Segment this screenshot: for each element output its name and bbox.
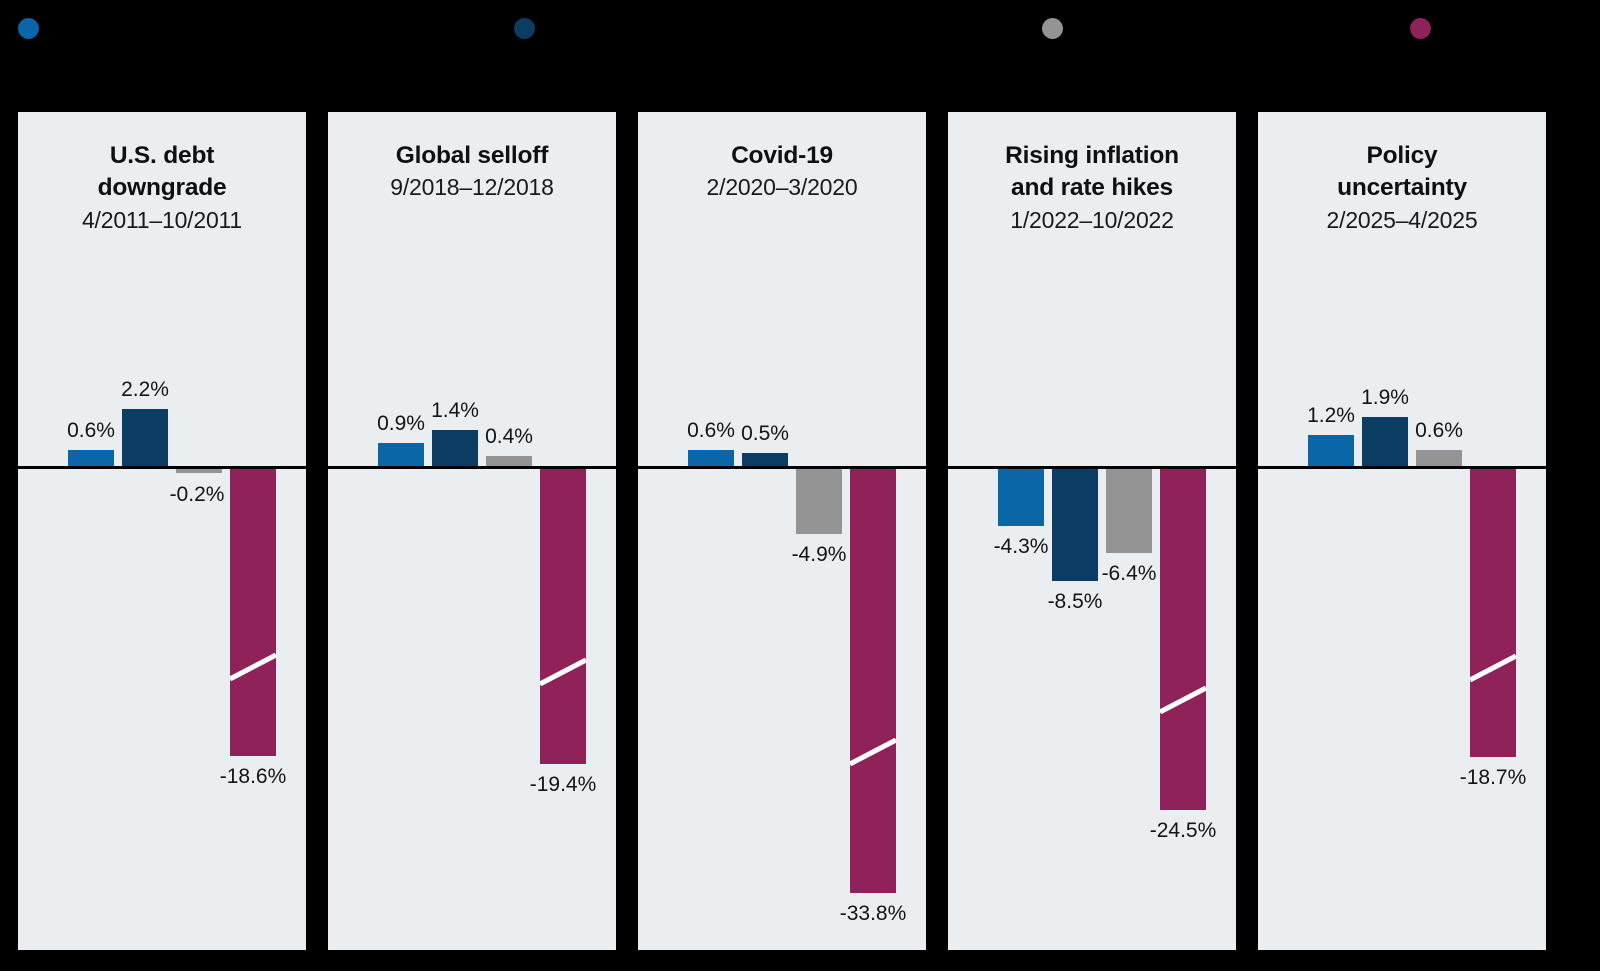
bar-series-2[interactable]	[1362, 416, 1408, 466]
panel-plot-area: 0.6% 0.5% -4.9% -33.8%	[638, 112, 926, 950]
bar-series-2[interactable]	[432, 429, 478, 466]
bar-series-4[interactable]	[850, 469, 896, 894]
panel-subtitle: 4/2011–10/2011	[81, 206, 243, 233]
panel-plot-area: 0.9% 1.4% 0.4% -19.4%	[328, 112, 616, 950]
bar-series-1[interactable]	[68, 450, 114, 466]
bar-value-label: -4.3%	[993, 534, 1049, 558]
chart-legend	[0, 0, 1600, 100]
zero-axis-line	[18, 466, 306, 469]
legend-swatch-series-3	[1042, 18, 1063, 39]
panel-header: U.S. debt downgrade 4/2011–10/2011	[18, 140, 306, 235]
panel-header: Covid-19 2/2020–3/2020	[638, 140, 926, 203]
bar-value-label: -4.9%	[791, 542, 847, 566]
bar-value-label: -8.5%	[1047, 590, 1103, 614]
legend-item-series-4[interactable]	[1410, 18, 1441, 39]
chart-panel: Global selloff 9/2018–12/2018 0.9% 1.4% 0.4%…	[328, 112, 616, 950]
bar-series-3[interactable]	[1416, 450, 1462, 466]
legend-swatch-series-2	[514, 18, 535, 39]
bar-series-3[interactable]	[1106, 469, 1152, 554]
bar-value-label: 0.6%	[1415, 419, 1463, 443]
panel-plot-area: 1.2% 1.9% 0.6% -18.7%	[1258, 112, 1546, 950]
bar-series-3[interactable]	[796, 469, 842, 534]
panel-plot-area: -4.3% -8.5% -6.4% -24.5%	[948, 112, 1236, 950]
panel-plot-area: 0.6% 2.2% -0.2% -18.6%	[18, 112, 306, 950]
bar-series-1[interactable]	[378, 442, 424, 466]
bar-series-1[interactable]	[998, 469, 1044, 526]
legend-swatch-series-4	[1410, 18, 1431, 39]
panel-subtitle: 1/2022–10/2022	[1010, 206, 1174, 233]
bar-series-2[interactable]	[1052, 469, 1098, 582]
panel-header: Policy uncertainty 2/2025–4/2025	[1258, 140, 1546, 235]
bar-value-label: 0.4%	[485, 424, 533, 448]
panel-subtitle: 2/2025–4/2025	[1326, 206, 1478, 233]
panel-title: Global selloff	[395, 142, 549, 169]
panel-title: Covid-19	[731, 142, 833, 169]
panel-subtitle: 2/2020–3/2020	[706, 174, 858, 201]
chart-panel: Rising inflation and rate hikes 1/2022–10/…	[948, 112, 1236, 950]
bar-value-label: 0.6%	[67, 419, 115, 443]
zero-axis-line	[948, 466, 1236, 469]
bar-series-2[interactable]	[122, 408, 168, 466]
bar-value-label: 1.2%	[1307, 403, 1355, 427]
bar-series-3[interactable]	[486, 455, 532, 466]
bar-value-label: -6.4%	[1101, 562, 1157, 586]
chart-panels: U.S. debt downgrade 4/2011–10/2011 0.6% 2.2%…	[0, 112, 1600, 950]
bar-series-4[interactable]	[1470, 469, 1516, 758]
chart-panel: Policy uncertainty 2/2025–4/2025 1.2% 1.9% 0.…	[1258, 112, 1546, 950]
zero-axis-line	[638, 466, 926, 469]
bar-value-label: -0.2%	[169, 483, 225, 506]
panel-title-line2: uncertainty	[1337, 174, 1467, 202]
bar-value-label: -33.8%	[839, 902, 907, 926]
legend-swatch-series-1	[18, 18, 39, 39]
chart-panel: U.S. debt downgrade 4/2011–10/2011 0.6% 2.2%…	[18, 112, 306, 950]
bar-series-1[interactable]	[1308, 434, 1354, 466]
bar-value-label: -19.4%	[529, 772, 597, 796]
panel-title: U.S. debt	[109, 142, 215, 169]
bar-value-label: 0.5%	[741, 422, 789, 445]
panel-title-line2: downgrade	[97, 174, 227, 202]
bar-value-label: 0.6%	[687, 419, 735, 443]
legend-item-series-1[interactable]	[18, 18, 49, 39]
panel-title: Policy	[1366, 142, 1438, 169]
bar-value-label: 0.9%	[377, 411, 425, 435]
bar-value-label: -18.7%	[1459, 766, 1527, 790]
bar-value-label: 2.2%	[121, 377, 169, 401]
panel-title: Rising inflation	[1005, 142, 1179, 169]
panel-title-line2: and rate hikes	[1011, 174, 1173, 202]
bar-value-label: -18.6%	[219, 765, 287, 789]
legend-item-series-3[interactable]	[1042, 18, 1073, 39]
bar-series-2[interactable]	[742, 453, 788, 466]
zero-axis-line	[1258, 466, 1546, 469]
legend-item-series-2[interactable]	[514, 18, 545, 39]
bar-series-4[interactable]	[540, 469, 586, 764]
panel-header: Global selloff 9/2018–12/2018	[328, 140, 616, 203]
panel-header: Rising inflation and rate hikes 1/2022–10/…	[948, 140, 1236, 235]
chart-panel: Covid-19 2/2020–3/2020 0.6% 0.5% -4.9% -33.8%	[638, 112, 926, 950]
bar-value-label: -24.5%	[1149, 818, 1217, 842]
bar-value-label: 1.4%	[431, 398, 479, 422]
bar-series-1[interactable]	[688, 450, 734, 466]
bar-series-4[interactable]	[230, 469, 276, 757]
bar-value-label: 1.9%	[1361, 385, 1409, 409]
bar-series-4[interactable]	[1160, 469, 1206, 810]
zero-axis-line	[328, 466, 616, 469]
bar-series-3[interactable]	[176, 469, 222, 473]
panel-subtitle: 9/2018–12/2018	[390, 174, 554, 201]
